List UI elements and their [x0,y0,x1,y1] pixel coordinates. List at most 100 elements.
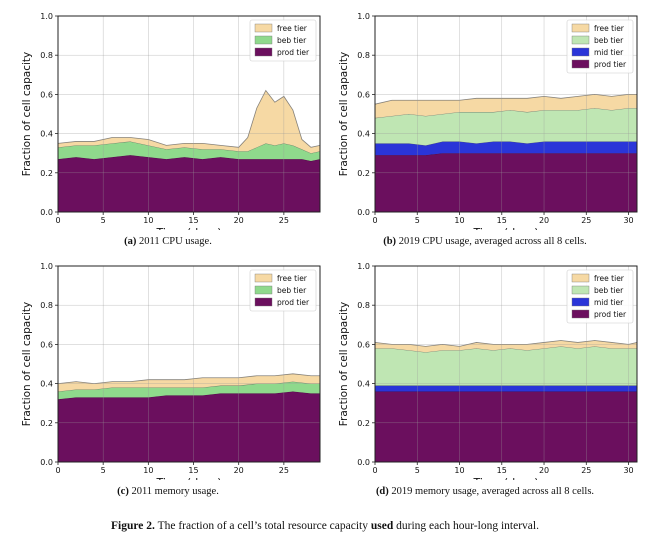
legend-box [566,269,634,324]
legend-swatch-beb-tier [571,35,590,45]
x-tick-label: 0 [372,466,377,475]
y-tick-label: 0.6 [357,340,370,349]
y-tick-label: 0.4 [357,130,370,139]
plot-frame [374,15,638,213]
x-tick-label: 20 [539,466,549,475]
y-axis-label: Fraction of cell capacity [338,302,350,426]
legend-label-prod-tier: prod tier [594,60,627,69]
y-tick-label: 0.2 [40,169,53,178]
x-tick-label: 20 [234,216,244,225]
x-tick-label: 5 [415,216,420,225]
caption-d-label: (d) [375,486,389,497]
y-tick-label: 0.8 [357,51,370,60]
x-tick-label: 10 [454,466,464,475]
legend-label-prod-tier: prod tier [594,310,627,319]
area-beb-tier [375,346,637,386]
x-tick-label: 15 [497,466,507,475]
area-mid-tier [375,385,637,392]
legend-label-free-tier: free tier [277,24,308,33]
legend-swatch-free-tier [254,23,273,33]
legend-swatch-beb-tier [254,285,273,295]
plot-frame [57,265,321,463]
x-tick-label: 15 [188,466,198,475]
plot-frame [57,15,321,213]
legend-swatch-prod-tier [571,309,590,319]
x-tick-label: 20 [234,466,244,475]
legend-swatch-prod-tier [571,59,590,69]
y-tick-label: 1.0 [357,12,370,21]
legend-label-mid-tier: mid tier [594,48,624,57]
figure-caption-bold-word: used [370,520,394,532]
legend-swatch-beb-tier [254,35,273,45]
y-tick-label: 0.2 [40,419,53,428]
y-tick-label: 0.2 [357,419,370,428]
chart-panel-d: 0.0 0.2 0.4 0.6 0.8 1.0 0 5 10 15 20 25 30 Time (days… [338,262,638,480]
caption-c-text: 2011 memory usage. [131,486,219,497]
area-beb-tier [58,381,320,400]
x-axis-label: Time (days) [473,226,539,230]
y-tick-label: 0.2 [357,169,370,178]
y-tick-label: 0.8 [357,301,370,310]
x-tick-label: 15 [497,216,507,225]
caption-d: (d) 2019 memory usage, averaged across a… [325,486,645,497]
x-tick-label: 10 [454,216,464,225]
x-axis-label: Time (days) [156,476,222,480]
legend-label-beb-tier: beb tier [594,36,624,45]
area-mid-tier [375,141,637,156]
legend-label-beb-tier: beb tier [277,286,307,295]
y-tick-label: 0.6 [40,340,53,349]
y-axis-label: Fraction of cell capacity [338,52,350,176]
x-tick-label: 10 [143,216,153,225]
legend-label-free-tier: free tier [594,24,625,33]
caption-c-label: (c) [117,486,129,497]
caption-c: (c) 2011 memory usage. [8,486,328,497]
area-free-tier [58,373,320,392]
area-prod-tier [58,391,320,462]
area-prod-tier [375,153,637,212]
legend-swatch-free-tier [571,23,590,33]
legend-label-prod-tier: prod tier [277,298,310,307]
legend-label-free-tier: free tier [594,274,625,283]
y-tick-label: 0.8 [40,301,53,310]
area-beb-tier [375,108,637,146]
caption-d-text: 2019 memory usage, averaged across all 8… [391,486,595,497]
y-tick-label: 0.6 [40,90,53,99]
area-free-tier [375,340,637,353]
chart-panel-b: 0.0 0.2 0.4 0.6 0.8 1.0 0 5 10 15 20 25 30 Time (days… [338,12,638,230]
x-tick-label: 20 [539,216,549,225]
legend-label-mid-tier: mid tier [594,298,624,307]
x-tick-label: 0 [55,466,60,475]
x-axis-label: Time (days) [473,476,539,480]
y-axis-label: Fraction of cell capacity [21,302,33,426]
legend-label-free-tier: free tier [277,274,308,283]
y-tick-label: 0.8 [40,51,53,60]
legend-label-beb-tier: beb tier [277,36,307,45]
legend-label-prod-tier: prod tier [277,48,310,57]
y-tick-label: 0.4 [357,380,370,389]
legend-swatch-prod-tier [254,47,273,57]
x-tick-label: 5 [101,216,106,225]
x-tick-label: 25 [581,466,591,475]
legend-swatch-mid-tier [571,297,590,307]
caption-a-text: 2011 CPU usage. [139,236,212,247]
legend-swatch-beb-tier [571,285,590,295]
x-tick-label: 30 [623,466,633,475]
x-tick-label: 25 [581,216,591,225]
x-tick-label: 25 [279,466,289,475]
y-tick-label: 1.0 [40,262,53,271]
area-prod-tier [375,391,637,462]
area-edge-free-tier [374,93,637,105]
caption-b-label: (b) [383,236,397,247]
figure-caption-text-after: during each hour-long interval. [393,520,539,532]
x-tick-label: 0 [55,216,60,225]
x-axis-label: Time (days) [156,226,222,230]
plot-frame [374,265,638,463]
figure-caption-text-before: The fraction of a cell’s total resource … [154,520,371,532]
figure-caption: Figure 2. The fraction of a cell’s total… [0,520,650,532]
legend-swatch-free-tier [571,273,590,283]
legend-swatch-free-tier [254,273,273,283]
y-tick-label: 0.0 [357,208,370,217]
x-tick-label: 0 [372,216,377,225]
y-tick-label: 0.0 [40,208,53,217]
y-tick-label: 0.0 [40,458,53,467]
